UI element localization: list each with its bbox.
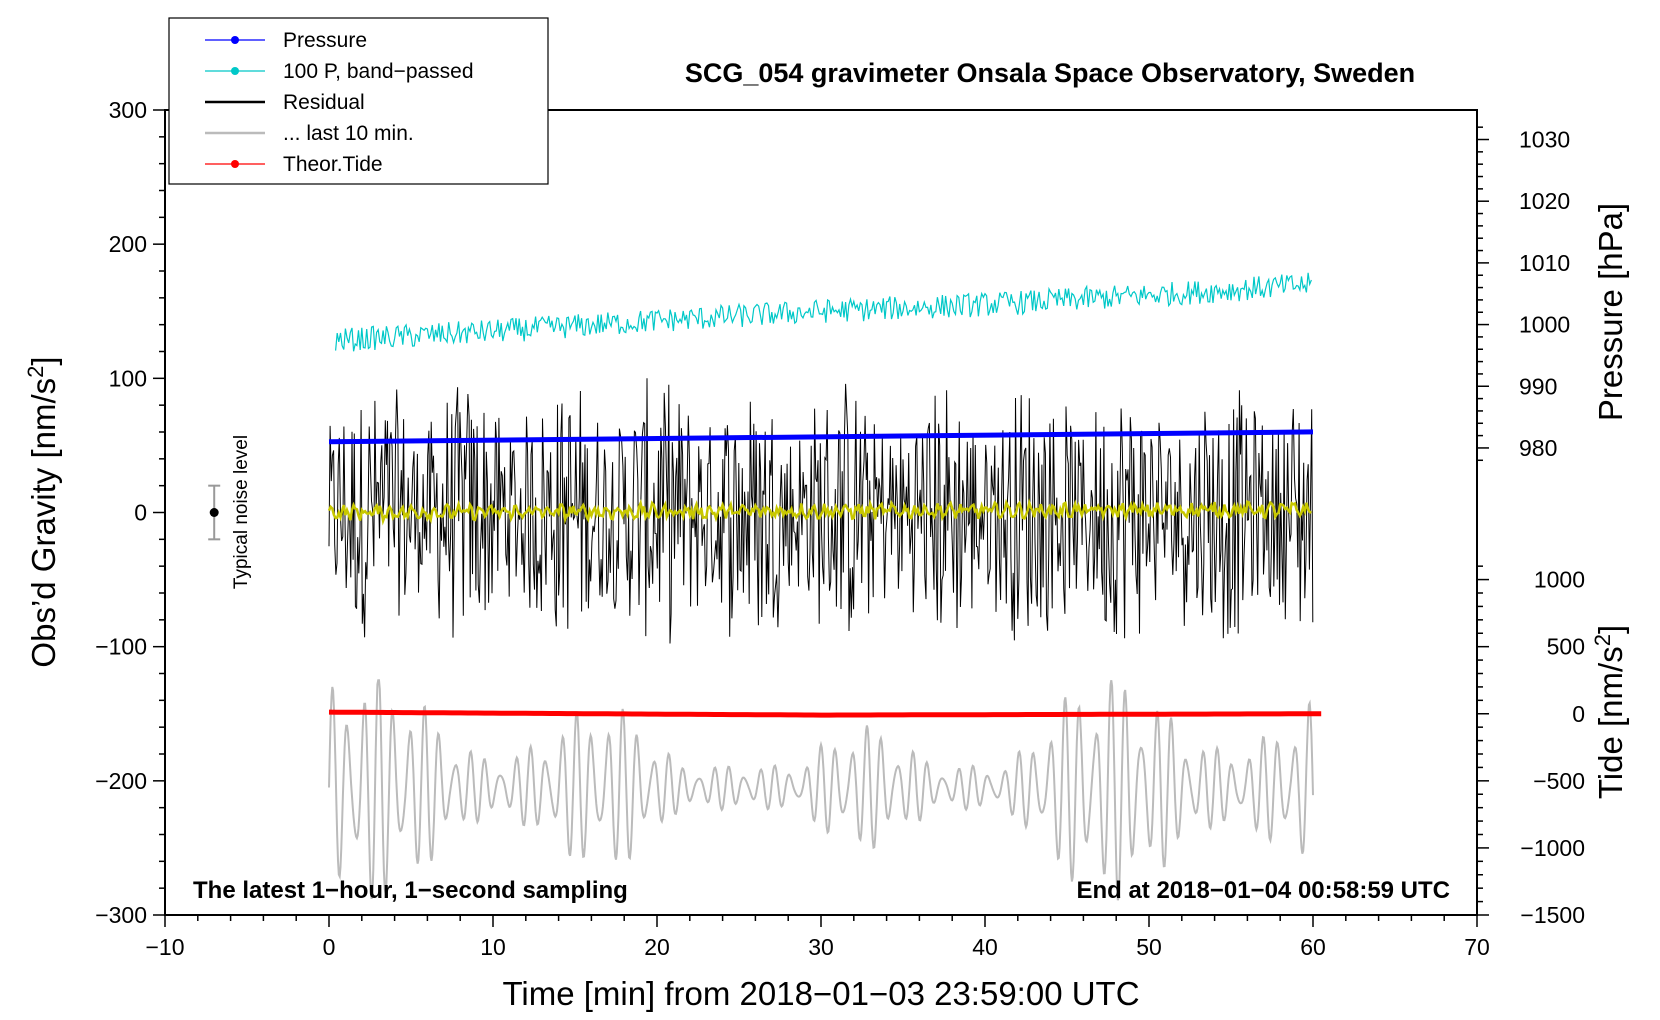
y-axis-label-tide-close: ] bbox=[1592, 625, 1629, 634]
legend-marker bbox=[231, 67, 239, 75]
annotation-right: End at 2018−01−04 00:58:59 UTC bbox=[1076, 877, 1450, 904]
x-tick-label: 70 bbox=[1464, 934, 1490, 960]
legend-label: Theor.Tide bbox=[283, 153, 383, 176]
y-tick-label: 300 bbox=[109, 97, 147, 123]
y-axis-label-left: Obs’d Gravity [nm/s2] bbox=[23, 356, 62, 667]
y-tick-label: −100 bbox=[95, 634, 147, 660]
series-theor-tide bbox=[328, 709, 1322, 718]
axis-ticks: −10 0 10 20 30 40 50 60 703002001000−100−200−300… bbox=[95, 97, 1585, 960]
tide-tick-label: 0 bbox=[1572, 701, 1585, 727]
legend-label: ... last 10 min. bbox=[283, 122, 414, 145]
x-axis-label: Time [min] from 2018−01−03 23:59:00 UTC bbox=[502, 975, 1139, 1012]
y-axis-label-left-close: ] bbox=[25, 356, 62, 365]
y-tick-label: 0 bbox=[134, 500, 147, 526]
legend-label: Residual bbox=[283, 91, 365, 114]
tide-tick-label: −500 bbox=[1533, 768, 1585, 794]
noise-label: Typical noise level bbox=[231, 435, 252, 589]
x-tick-label: 40 bbox=[972, 934, 998, 960]
y-axis-label-tide: Tide [nm/s2] bbox=[1590, 625, 1629, 799]
legend-label: 100 P, band−passed bbox=[283, 60, 474, 83]
x-tick-label: 30 bbox=[808, 934, 834, 960]
series-last-10-min bbox=[328, 679, 1314, 901]
pressure-tick-label: 980 bbox=[1519, 435, 1557, 461]
annotation-left: The latest 1−hour, 1−second sampling bbox=[193, 877, 628, 904]
y-axis-label-left-sup: 2 bbox=[23, 366, 48, 378]
x-tick-label: 60 bbox=[1300, 934, 1326, 960]
pressure-tick-label: 1020 bbox=[1519, 188, 1570, 214]
legend: Pressure 100 P, band−passed Residual ... la… bbox=[168, 17, 549, 185]
tide-tick-label: 1000 bbox=[1534, 567, 1585, 593]
noise-dot bbox=[209, 508, 219, 517]
pressure-tick-label: 990 bbox=[1519, 373, 1557, 399]
x-tick-label: 20 bbox=[644, 934, 670, 960]
y-tick-label: 200 bbox=[109, 231, 147, 257]
tide-tick-label: −1500 bbox=[1520, 902, 1585, 928]
tide-tick-label: 500 bbox=[1547, 634, 1585, 660]
y-axis-label-pressure: Pressure [hPa] bbox=[1592, 203, 1629, 421]
plot-content bbox=[327, 272, 1322, 901]
x-tick-label: −10 bbox=[145, 934, 184, 960]
y-tick-label: −200 bbox=[95, 768, 147, 794]
chart-title: SCG_054 gravimeter Onsala Space Observat… bbox=[685, 58, 1415, 88]
x-tick-label: 0 bbox=[323, 934, 336, 960]
pressure-tick-label: 1000 bbox=[1519, 312, 1570, 338]
y-axis-label-tide-sup: 2 bbox=[1590, 634, 1615, 646]
series-residual-smoothed bbox=[327, 498, 1312, 526]
x-tick-label: 10 bbox=[480, 934, 506, 960]
tide-tick-label: −1000 bbox=[1520, 835, 1585, 861]
pressure-tick-label: 1030 bbox=[1519, 127, 1570, 153]
series-residual bbox=[328, 378, 1314, 644]
noise-level-indicator: Typical noise level bbox=[208, 435, 252, 589]
y-tick-label: 100 bbox=[109, 365, 147, 391]
legend-marker bbox=[231, 36, 239, 44]
legend-label: Pressure bbox=[283, 29, 367, 52]
legend-marker bbox=[231, 160, 239, 168]
x-tick-label: 50 bbox=[1136, 934, 1162, 960]
y-tick-label: −300 bbox=[95, 902, 147, 928]
pressure-tick-label: 1010 bbox=[1519, 250, 1570, 276]
series-pressure bbox=[328, 429, 1314, 445]
series-band-passed bbox=[335, 272, 1312, 352]
